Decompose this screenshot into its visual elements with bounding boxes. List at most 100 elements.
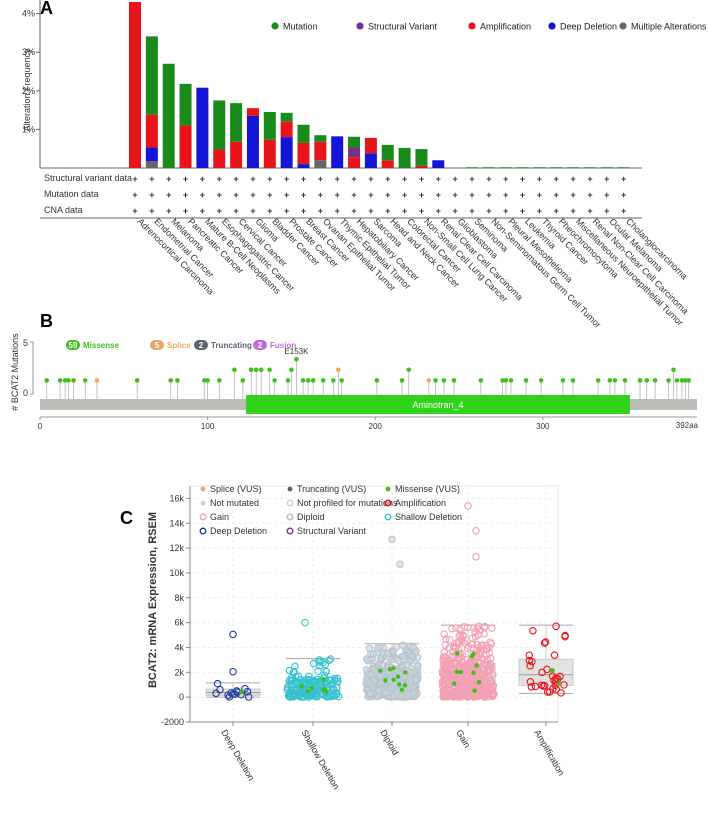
lollipop-missense-4[interactable] <box>44 378 50 383</box>
bar-multiple-alterations-ovarian-epithelial-tumor[interactable] <box>314 160 327 168</box>
bar-amplification-non-small-cell-lung-cancer[interactable] <box>415 165 428 168</box>
bar-amplification-adrenocortical-carcinoma[interactable] <box>129 2 141 168</box>
lollipop-missense-241[interactable] <box>441 378 447 383</box>
bar-amplification-breast-cancer[interactable] <box>297 142 310 165</box>
aminotran-domain[interactable] <box>246 395 630 414</box>
bar-mutation-bladder-cancer[interactable] <box>263 112 276 140</box>
lollipop-missense-17[interactable] <box>66 378 71 383</box>
bar-amplification-esophagogastric-cancer[interactable] <box>213 149 226 168</box>
bar-amplification-sarcoma[interactable] <box>364 137 377 154</box>
bar-deep-deletion-mature-b-cell-neoplasms[interactable] <box>196 87 209 168</box>
lollipop-missense-216[interactable] <box>399 378 405 383</box>
lollipop-missense-236[interactable] <box>433 378 438 383</box>
lollipop-missense-129[interactable] <box>253 367 259 373</box>
lollipop-missense-153[interactable] <box>294 356 299 362</box>
lollipop-missense-58[interactable] <box>134 378 140 383</box>
lollipop-missense-140[interactable] <box>272 378 277 383</box>
lollipop-missense-358[interactable] <box>637 378 643 383</box>
lollipop-missense-380[interactable] <box>674 378 680 383</box>
bar-mutation-ovarian-epithelial-tumor[interactable] <box>314 135 327 142</box>
bar-amplification-head-and-neck-cancer[interactable] <box>381 160 394 168</box>
lollipop-missense-107[interactable] <box>217 378 222 383</box>
lollipop-missense-201[interactable] <box>374 378 380 383</box>
bar-deep-deletion-endometrial-cancer[interactable] <box>145 147 158 162</box>
lollipop-splice-34[interactable] <box>94 378 100 383</box>
bar-amplification-hepatobiliary-cancer[interactable] <box>348 157 361 168</box>
lollipop-missense-12[interactable] <box>57 378 63 383</box>
bar-amplification-bladder-cancer[interactable] <box>263 139 276 168</box>
bar-mutation-prostate-cancer[interactable] <box>280 112 293 122</box>
lollipop-missense-160[interactable] <box>305 378 311 383</box>
bar-amplification-endometrial-cancer[interactable] <box>145 114 158 148</box>
lollipop-missense-343[interactable] <box>612 378 618 383</box>
bar-mutation-pleural-mesothelioma[interactable] <box>499 167 512 168</box>
bar-mutation-thyroid-cancer[interactable] <box>533 167 546 168</box>
lollipop-missense-387[interactable] <box>686 378 691 383</box>
bar-mutation-ocular-melanoma[interactable] <box>600 167 613 168</box>
lollipop-missense-100[interactable] <box>205 378 210 383</box>
lollipop-missense-340[interactable] <box>607 378 613 383</box>
lollipop-missense-126[interactable] <box>248 367 254 373</box>
bar-deep-deletion-glioma[interactable] <box>246 115 259 168</box>
lollipop-missense-318[interactable] <box>570 378 576 383</box>
bar-mutation-esophagogastric-cancer[interactable] <box>213 100 226 150</box>
bar-mutation-head-and-neck-cancer[interactable] <box>381 144 394 161</box>
bar-mutation-colorectal-cancer[interactable] <box>398 147 411 168</box>
bar-mutation-pheochromocytoma[interactable] <box>550 167 563 168</box>
lollipop-missense-385[interactable] <box>682 378 688 383</box>
lollipop-missense-20[interactable] <box>71 378 76 383</box>
bar-mutation-pancreatic-cancer[interactable] <box>179 83 192 126</box>
bar-amplification-prostate-cancer[interactable] <box>280 121 293 138</box>
bar-mutation-hepatobiliary-cancer[interactable] <box>348 136 361 148</box>
lollipop-missense-98[interactable] <box>201 378 207 383</box>
lollipop-missense-367[interactable] <box>652 378 658 383</box>
lollipop-missense-276[interactable] <box>500 378 505 383</box>
bar-mutation-melanoma[interactable] <box>162 63 175 168</box>
lollipop-missense-148[interactable] <box>285 378 291 383</box>
bar-mutation-cholangiocarcinoma[interactable] <box>617 167 630 168</box>
bar-mutation-renal-non-clear-cell-carcinoma[interactable] <box>583 167 596 168</box>
lollipop-missense-290[interactable] <box>523 378 529 383</box>
bar-deep-deletion-sarcoma[interactable] <box>364 153 377 168</box>
lollipop-missense-157[interactable] <box>300 378 306 383</box>
bar-amplification-ovarian-epithelial-tumor[interactable] <box>314 141 327 161</box>
lollipop-missense-82[interactable] <box>175 378 180 383</box>
lollipop-missense-349[interactable] <box>622 378 628 383</box>
bar-mutation-cervical-cancer[interactable] <box>230 103 243 142</box>
bar-mutation-miscellaneous-neuroepithelial-tumor[interactable] <box>567 167 580 168</box>
bar-amplification-pancreatic-cancer[interactable] <box>179 125 192 168</box>
bar-mutation-non-seminomatous-germ-cell-tumor[interactable] <box>482 167 495 168</box>
lollipop-missense-362[interactable] <box>644 378 650 383</box>
lollipop-missense-383[interactable] <box>679 378 685 383</box>
lollipop-missense-375[interactable] <box>666 378 671 383</box>
bar-deep-deletion-renal-clear-cell-carcinoma[interactable] <box>432 160 445 168</box>
lollipop-missense-333[interactable] <box>595 378 601 383</box>
lollipop-missense-78[interactable] <box>168 378 174 383</box>
lollipop-missense-378[interactable] <box>671 367 676 373</box>
bar-multiple-alterations-endometrial-cancer[interactable] <box>145 161 158 168</box>
bar-mutation-seminoma[interactable] <box>466 167 478 168</box>
bar-mutation-leukemia[interactable] <box>516 167 529 168</box>
bar-mutation-breast-cancer[interactable] <box>297 124 310 143</box>
lollipop-missense-312[interactable] <box>560 378 566 383</box>
lollipop-missense-116[interactable] <box>232 367 237 373</box>
bar-amplification-cervical-cancer[interactable] <box>230 141 243 168</box>
lollipop-missense-137[interactable] <box>267 367 272 373</box>
bar-deep-deletion-breast-cancer[interactable] <box>297 164 310 168</box>
bar-mutation-endometrial-cancer[interactable] <box>145 36 158 115</box>
lollipop-missense-175[interactable] <box>331 378 336 383</box>
lollipop-missense-27[interactable] <box>82 378 88 383</box>
lollipop-missense-247[interactable] <box>451 378 457 383</box>
lollipop-missense-121[interactable] <box>240 378 246 383</box>
lollipop-missense-220[interactable] <box>406 367 412 373</box>
bar-deep-deletion-prostate-cancer[interactable] <box>280 137 293 168</box>
lollipop-missense-278[interactable] <box>503 378 509 383</box>
lollipop-missense-150[interactable] <box>289 367 294 373</box>
lollipop-missense-299[interactable] <box>538 378 544 383</box>
lollipop-missense-15[interactable] <box>62 378 68 383</box>
bar-amplification-glioma[interactable] <box>246 108 259 116</box>
lollipop-missense-163[interactable] <box>310 378 316 383</box>
lollipop-missense-132[interactable] <box>258 367 264 373</box>
bar-deep-deletion-thymic-epithelial-tumor[interactable] <box>331 136 344 168</box>
lollipop-missense-180[interactable] <box>339 378 344 383</box>
